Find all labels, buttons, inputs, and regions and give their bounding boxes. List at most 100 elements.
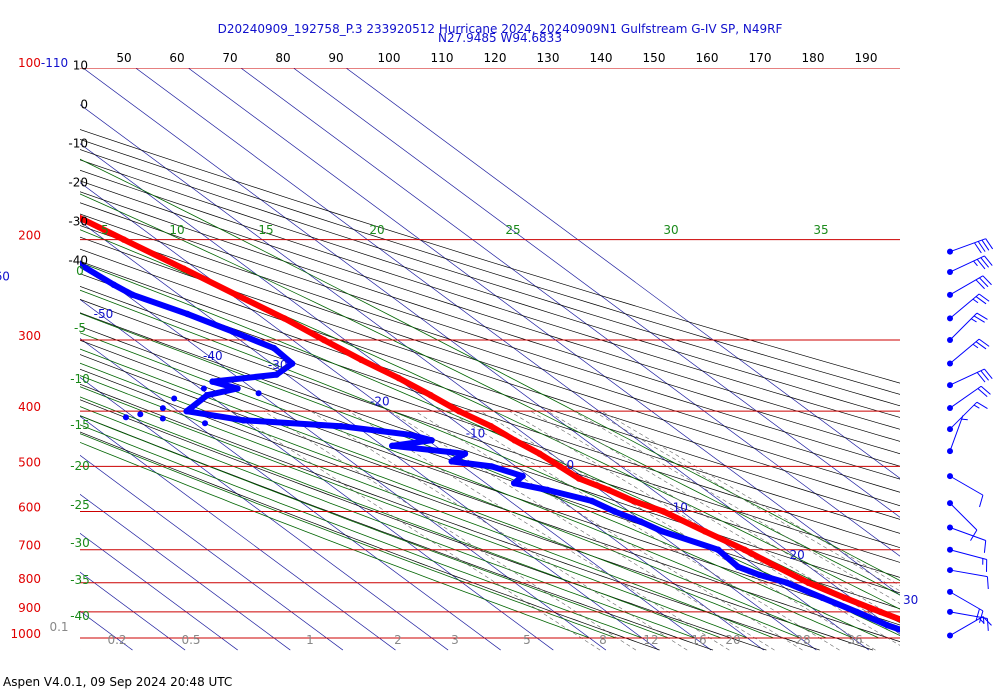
- dewpoint-point: [122, 414, 129, 421]
- mixing-ratio-label: 36: [847, 633, 862, 647]
- moist-adiabat-label: 15: [258, 223, 273, 237]
- temperature-point: [395, 374, 402, 382]
- wind-barb: [947, 275, 992, 298]
- temperature-axis-label: -30: [68, 215, 88, 229]
- dry-adiabat-line: [80, 299, 900, 578]
- isotherm-line: [0, 42, 27, 650]
- wind-barb-half-feather: [973, 404, 980, 409]
- dewpoint-point: [884, 622, 891, 629]
- mixing-ratio-line: [530, 410, 900, 632]
- dry-adiabat-line: [80, 202, 900, 467]
- wind-barb: [947, 255, 993, 276]
- wind-barb-half-feather: [972, 298, 979, 304]
- dry-adiabat-line: [80, 236, 900, 507]
- mixing-ratio-line: [573, 410, 900, 604]
- wind-barb-shaft: [949, 415, 964, 452]
- dewpoint-point: [209, 378, 216, 385]
- temperature-trace: [80, 214, 900, 623]
- moist-adiabat-label: 10: [169, 223, 184, 237]
- temperature-axis-label: 0: [80, 98, 88, 112]
- moist-adiabat-left-label: -30: [70, 536, 90, 550]
- mixing-ratio-line: [389, 410, 775, 651]
- wind-barb: [947, 567, 989, 590]
- dewpoint-point: [159, 415, 166, 422]
- mixing-ratio-line: [263, 410, 637, 651]
- wind-barb-shaft: [949, 238, 986, 253]
- theta-label: 190: [855, 51, 878, 65]
- theta-label: 80: [275, 51, 290, 65]
- wind-barb: [947, 524, 987, 553]
- pressure-label: 400: [18, 400, 41, 414]
- dry-adiabat-line: [80, 339, 900, 626]
- dewpoint-point: [202, 420, 208, 427]
- theta-label: 90: [328, 51, 343, 65]
- dewpoint-point: [407, 431, 414, 438]
- mixing-ratio-line: [231, 410, 601, 651]
- dry-adiabat-line: [80, 180, 900, 442]
- dewpoint-point: [448, 458, 455, 465]
- isotherm-line: [80, 454, 344, 651]
- moist-adiabat-left-label: -10: [70, 372, 90, 386]
- temperature-point: [358, 356, 365, 363]
- wind-barb-feather: [982, 616, 992, 626]
- wind-barb-shaft: [949, 255, 985, 273]
- mixing-ratio-label: 0.2: [107, 633, 126, 647]
- temperature-point: [233, 291, 240, 298]
- isotherm-label: -20: [370, 395, 390, 409]
- pressure-label: 100-110: [18, 56, 68, 70]
- moist-adiabat-line: [80, 348, 827, 639]
- moist-adiabat-label: 30: [663, 223, 678, 237]
- dewpoint-point: [637, 518, 644, 525]
- temperature-point: [741, 546, 748, 553]
- wind-barb-feather: [973, 315, 985, 323]
- dewpoint-point: [337, 423, 345, 430]
- temperature-axis-label: 10: [73, 59, 88, 73]
- moist-adiabat-line: [80, 158, 900, 582]
- moist-adiabat-line: [80, 433, 617, 639]
- dewpoint-point: [183, 408, 190, 415]
- dry-adiabat-line: [80, 325, 900, 610]
- temperature-point: [427, 392, 434, 399]
- mixing-ratio-label: 12: [643, 633, 658, 647]
- dry-adiabat-line: [80, 399, 767, 651]
- wind-barb-shaft: [949, 385, 982, 409]
- isotherm-label: -60: [0, 269, 10, 283]
- moist-adiabat-line: [80, 396, 722, 639]
- wind-barb: [947, 293, 990, 322]
- moist-adiabat-line: [80, 375, 774, 639]
- wind-barb-half-feather: [973, 260, 978, 267]
- theta-label: 140: [590, 51, 613, 65]
- isotherm-line: [80, 610, 133, 651]
- wind-barb-shaft: [949, 338, 980, 364]
- theta-label: 130: [537, 51, 560, 65]
- wind-barb-feather: [984, 255, 993, 266]
- dewpoint-trace: [80, 261, 900, 633]
- temperature-point: [320, 336, 328, 344]
- isotherm-line: [187, 68, 900, 596]
- pressure-label: 800: [18, 572, 41, 586]
- isotherm-line: [80, 260, 607, 651]
- temperature-point: [511, 437, 518, 444]
- wind-barb-half-feather: [972, 343, 979, 349]
- moist-adiabat-line: [80, 289, 900, 636]
- dewpoint-point: [229, 328, 236, 335]
- theta-label: 70: [222, 51, 237, 65]
- wind-barb: [947, 588, 984, 623]
- pressure-label: 1000: [10, 627, 41, 641]
- temperature-point: [575, 475, 583, 482]
- footer-version: Aspen V4.0.1, 09 Sep 2024 20:48 UTC: [3, 675, 233, 689]
- isotherm-line: [80, 221, 659, 651]
- moist-adiabat-left-label: -15: [70, 418, 90, 432]
- mixing-ratio-label: 20: [725, 633, 740, 647]
- wind-barb-feather: [979, 277, 989, 288]
- dewpoint-point: [240, 417, 247, 424]
- isotherm-label: -50: [94, 307, 114, 321]
- wind-barbs: [947, 238, 994, 639]
- wind-barb-feather: [975, 296, 987, 305]
- wind-barb-feather: [984, 368, 993, 379]
- theta-label: 150: [643, 51, 666, 65]
- moist-adiabat-left-label: -35: [70, 573, 90, 587]
- moist-adiabat-left-label: -5: [74, 321, 86, 335]
- isotherm-line: [80, 415, 396, 651]
- dry-adiabat-line: [80, 191, 900, 455]
